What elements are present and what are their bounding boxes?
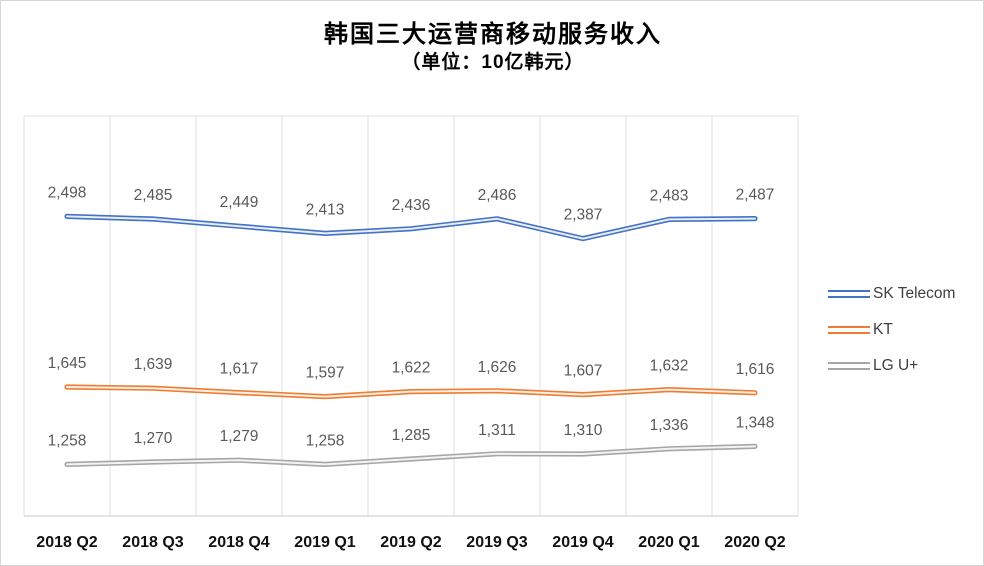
data-label: 2,485 <box>134 187 173 204</box>
data-label: 1,616 <box>736 361 775 378</box>
legend-item-sk-telecom[interactable]: SK Telecom <box>828 284 955 304</box>
legend-label: SK Telecom <box>873 285 956 302</box>
data-label: 1,617 <box>220 361 259 378</box>
x-axis-label: 2020 Q1 <box>638 534 699 551</box>
legend-item-lg-uplus[interactable]: LG U+ <box>828 356 955 376</box>
data-label: 2,487 <box>736 187 775 204</box>
data-label: 1,639 <box>134 356 173 373</box>
data-label: 2,413 <box>306 201 345 218</box>
x-axis-label: 2019 Q2 <box>380 534 441 551</box>
data-label: 1,607 <box>564 363 603 380</box>
data-label: 2,449 <box>220 194 259 211</box>
data-label: 1,645 <box>48 355 87 372</box>
data-label: 2,486 <box>478 187 517 204</box>
sk-telecom-line-swatch-icon <box>828 290 870 298</box>
data-label: 1,310 <box>564 422 603 439</box>
legend: SK Telecom KT LG U+ <box>828 284 955 376</box>
data-label: 1,626 <box>478 359 517 376</box>
series-line-lg-u--inner-stripe <box>66 445 756 466</box>
data-label: 1,258 <box>48 432 87 449</box>
legend-label: LG U+ <box>873 357 919 374</box>
x-axis-label: 2019 Q3 <box>466 534 527 551</box>
x-axis-label: 2018 Q2 <box>36 534 97 551</box>
kt-line-swatch-icon <box>828 326 870 334</box>
x-axis-label: 2018 Q3 <box>122 534 183 551</box>
data-label: 1,622 <box>392 360 431 377</box>
x-axis-label: 2020 Q2 <box>724 534 785 551</box>
data-label: 1,258 <box>306 432 345 449</box>
data-label: 1,632 <box>650 358 689 375</box>
legend-label: KT <box>873 321 893 338</box>
x-axis-label: 2019 Q1 <box>294 534 355 551</box>
data-label: 2,483 <box>650 187 689 204</box>
data-label: 2,436 <box>392 197 431 214</box>
data-label: 1,597 <box>306 365 345 382</box>
x-axis-label: 2018 Q4 <box>208 534 269 551</box>
data-label: 2,498 <box>48 184 87 201</box>
data-label: 1,311 <box>478 422 516 439</box>
data-label: 1,336 <box>650 417 689 434</box>
data-label: 1,279 <box>220 428 259 445</box>
series-line-kt-inner-stripe <box>66 386 756 398</box>
lg-uplus-line-swatch-icon <box>828 362 870 370</box>
x-axis-label: 2019 Q4 <box>552 534 613 551</box>
series-line-sk-telecom-inner-stripe <box>66 215 756 240</box>
data-label: 1,348 <box>736 414 775 431</box>
data-label: 2,387 <box>564 207 603 224</box>
legend-item-kt[interactable]: KT <box>828 320 955 340</box>
data-label: 1,285 <box>392 427 431 444</box>
data-label: 1,270 <box>134 430 173 447</box>
